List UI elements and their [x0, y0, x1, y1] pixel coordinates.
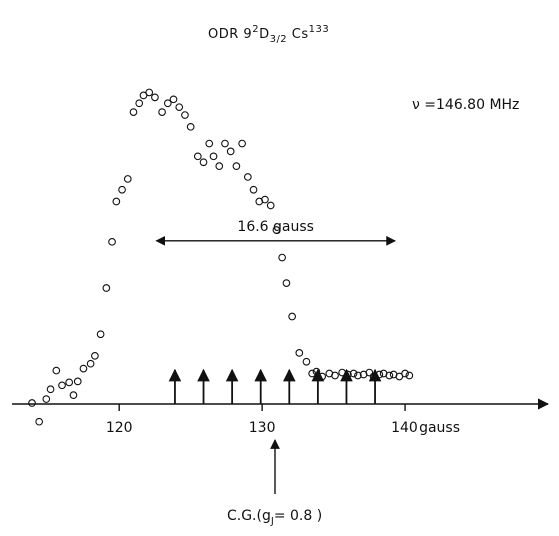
- title-prefix: ODR 9: [208, 27, 252, 42]
- title-sup-133: 133: [309, 24, 330, 35]
- data-point: [52, 366, 61, 375]
- data-point: [354, 371, 362, 380]
- title-cs: Cs: [287, 27, 308, 42]
- cg-label-value: = 0.8 ): [274, 508, 322, 524]
- data-point: [73, 377, 82, 386]
- x-axis-ticks: [118, 404, 406, 411]
- data-point: [243, 173, 252, 181]
- data-point: [129, 108, 138, 116]
- x-tick-label-140: 140: [391, 420, 418, 436]
- component-arrows: [168, 368, 382, 404]
- data-point: [302, 357, 311, 366]
- data-point: [282, 279, 291, 287]
- cg-label-main: C.G.(g: [227, 508, 271, 524]
- data-point: [28, 399, 36, 407]
- x-axis-tick-labels: 120 130 140: [106, 420, 418, 436]
- data-point: [175, 103, 184, 112]
- data-point: [249, 185, 258, 194]
- data-point: [181, 111, 189, 119]
- data-point: [96, 330, 105, 339]
- data-point: [58, 381, 66, 390]
- data-point: [278, 253, 286, 262]
- width-label: 16.6 gauss: [237, 219, 314, 235]
- x-tick-label-120: 120: [106, 420, 133, 436]
- data-point: [318, 372, 327, 381]
- data-point: [205, 139, 214, 148]
- data-point: [193, 152, 202, 161]
- data-point: [112, 197, 121, 206]
- data-point: [123, 175, 132, 183]
- title-sup-2: 2: [252, 24, 259, 35]
- title-d: D: [259, 27, 270, 42]
- data-point: [232, 162, 241, 170]
- data-point: [221, 139, 229, 148]
- data-point: [151, 93, 159, 102]
- data-point: [65, 378, 74, 387]
- data-point: [295, 349, 304, 357]
- data-point: [331, 371, 339, 380]
- data-point: [261, 195, 269, 204]
- data-point: [42, 395, 51, 403]
- data-point: [238, 139, 246, 148]
- data-point: [69, 391, 78, 400]
- data-point: [79, 364, 88, 373]
- data-point: [46, 385, 55, 394]
- data-point: [118, 185, 126, 194]
- data-point: [145, 88, 154, 97]
- data-point: [405, 371, 414, 380]
- x-axis-label: gauss: [419, 420, 460, 436]
- data-point: [365, 368, 374, 377]
- data-point: [35, 417, 44, 426]
- center-of-gravity-label: C.G.(gJ= 0.8 ): [227, 508, 322, 527]
- frequency-label: ν =146.80 MHz: [412, 97, 519, 113]
- data-point: [209, 152, 218, 161]
- data-point: [108, 237, 116, 246]
- data-points: [28, 88, 414, 426]
- data-point: [91, 351, 99, 360]
- data-point: [158, 108, 166, 116]
- data-point: [86, 359, 95, 368]
- x-tick-label-130: 130: [249, 420, 276, 436]
- data-point: [215, 162, 224, 170]
- data-point: [401, 369, 409, 378]
- data-point: [199, 158, 208, 167]
- data-point: [272, 226, 281, 234]
- data-point: [266, 201, 275, 210]
- chart-title: ODR 92D3/2 Cs133: [208, 24, 329, 45]
- data-point: [102, 284, 111, 292]
- data-point: [163, 99, 172, 108]
- data-point: [169, 95, 178, 104]
- data-point: [288, 312, 296, 321]
- data-point: [135, 99, 144, 108]
- title-sub: 3/2: [270, 34, 288, 45]
- data-point: [226, 147, 235, 156]
- cg-label-sub: J: [270, 516, 274, 527]
- data-point: [385, 371, 394, 380]
- data-point: [186, 122, 195, 131]
